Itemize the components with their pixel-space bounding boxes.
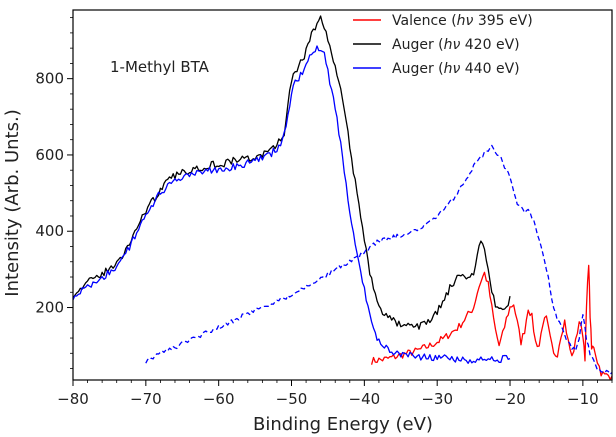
x-tick-label: −80 [57, 390, 89, 408]
axis-ticks: −80 −70 −60 −50 −40 −30 −20 −10 200 400 600 800 [35, 17, 613, 408]
x-axis-title: Binding Energy (eV) [253, 414, 433, 435]
y-tick-label: 400 [35, 222, 64, 240]
series-line [73, 45, 511, 364]
x-tick-label: −70 [130, 390, 162, 408]
x-tick-label: −40 [349, 390, 381, 408]
y-tick-label: 200 [35, 299, 64, 317]
legend-label: Auger (hν 420 eV) [392, 37, 520, 53]
series-line [145, 144, 612, 375]
series-line [370, 264, 612, 380]
legend-label: Auger (hν 440 eV) [392, 61, 520, 77]
plot-area [73, 15, 612, 380]
x-tick-label: −10 [567, 390, 599, 408]
x-tick-label: −20 [494, 390, 526, 408]
y-tick-label: 600 [35, 146, 64, 164]
legend-label: Valence (hν 395 eV) [392, 13, 533, 29]
x-tick-label: −60 [203, 390, 235, 408]
plot-frame [72, 9, 613, 381]
series-group [73, 15, 612, 380]
x-tick-label: −50 [276, 390, 308, 408]
y-axis-title: Intensity (Arb. Unts.) [2, 109, 23, 296]
x-tick-label: −30 [421, 390, 453, 408]
y-tick-label: 800 [35, 70, 64, 88]
series-line [73, 15, 511, 330]
legend: Valence (hν 395 eV) Auger (hν 420 eV) Auge… [353, 13, 533, 77]
chart-annotation: 1-Methyl BTA [110, 58, 210, 76]
